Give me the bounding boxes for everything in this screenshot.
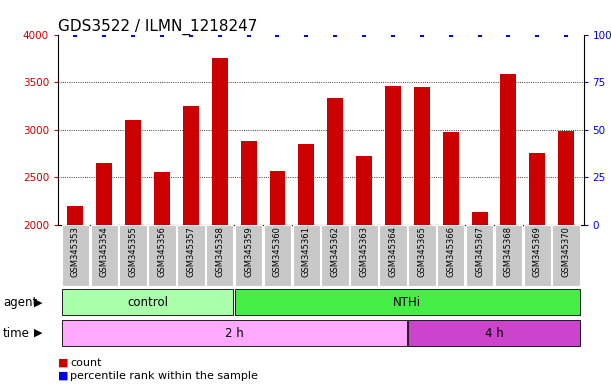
Bar <box>62 290 233 315</box>
Text: GSM345357: GSM345357 <box>186 227 196 277</box>
Text: agent: agent <box>3 296 37 309</box>
Bar <box>183 106 199 225</box>
Bar <box>119 225 147 286</box>
Bar <box>177 225 205 286</box>
Text: GSM345366: GSM345366 <box>446 227 455 278</box>
Text: GSM345365: GSM345365 <box>417 227 426 277</box>
Text: GSM345354: GSM345354 <box>100 227 109 277</box>
Point <box>157 31 167 38</box>
Bar <box>495 225 522 286</box>
Bar <box>293 225 320 286</box>
Point <box>215 31 225 38</box>
Bar <box>529 153 545 225</box>
Bar <box>67 206 83 225</box>
Text: GSM345364: GSM345364 <box>389 227 397 277</box>
Point <box>128 31 138 38</box>
Text: GSM345363: GSM345363 <box>360 227 368 278</box>
Bar <box>408 320 580 346</box>
Bar <box>298 144 314 225</box>
Bar <box>350 225 378 286</box>
Point <box>331 31 340 38</box>
Text: GSM345356: GSM345356 <box>158 227 166 277</box>
Bar <box>97 163 112 225</box>
Text: GSM345368: GSM345368 <box>504 227 513 278</box>
Bar <box>321 225 349 286</box>
Bar <box>524 225 551 286</box>
Point <box>562 31 571 38</box>
Bar <box>206 225 233 286</box>
Text: time: time <box>3 327 30 339</box>
Bar <box>552 225 580 286</box>
Text: GSM345362: GSM345362 <box>331 227 340 277</box>
Bar <box>148 225 176 286</box>
Text: 4 h: 4 h <box>485 327 503 339</box>
Point <box>70 31 80 38</box>
Text: GSM345359: GSM345359 <box>244 227 253 277</box>
Bar <box>443 131 459 225</box>
Bar <box>62 320 407 346</box>
Text: GSM345358: GSM345358 <box>215 227 224 277</box>
Bar <box>264 225 291 286</box>
Point <box>446 31 456 38</box>
Point <box>532 31 542 38</box>
Bar <box>125 120 141 225</box>
Text: GSM345370: GSM345370 <box>562 227 571 277</box>
Text: count: count <box>70 358 102 368</box>
Bar <box>558 131 574 225</box>
Text: percentile rank within the sample: percentile rank within the sample <box>70 371 258 381</box>
Bar <box>472 212 488 225</box>
Bar <box>154 172 170 225</box>
Point <box>388 31 398 38</box>
Bar <box>241 141 257 225</box>
Point <box>100 31 109 38</box>
Bar <box>356 156 372 225</box>
Bar <box>269 171 285 225</box>
Bar <box>379 225 407 286</box>
Bar <box>414 87 430 225</box>
Point <box>417 31 426 38</box>
Text: GDS3522 / ILMN_1218247: GDS3522 / ILMN_1218247 <box>58 18 257 35</box>
Bar <box>62 225 89 286</box>
Bar <box>466 225 493 286</box>
Text: GSM345355: GSM345355 <box>128 227 137 277</box>
Text: GSM345361: GSM345361 <box>302 227 311 277</box>
Point <box>475 31 485 38</box>
Text: GSM345367: GSM345367 <box>475 227 484 278</box>
Bar <box>235 225 262 286</box>
Point <box>503 31 513 38</box>
Bar <box>90 225 118 286</box>
Text: control: control <box>127 296 168 309</box>
Text: GSM345353: GSM345353 <box>71 227 80 277</box>
Text: ▶: ▶ <box>34 297 43 308</box>
Bar <box>235 290 580 315</box>
Text: ■: ■ <box>58 371 68 381</box>
Text: 2 h: 2 h <box>225 327 244 339</box>
Text: ■: ■ <box>58 358 68 368</box>
Bar <box>212 58 228 225</box>
Text: NTHi: NTHi <box>393 296 422 309</box>
Bar <box>437 225 464 286</box>
Bar <box>327 98 343 225</box>
Point <box>186 31 196 38</box>
Bar <box>408 225 436 286</box>
Point <box>244 31 254 38</box>
Point <box>359 31 369 38</box>
Point <box>301 31 311 38</box>
Bar <box>385 86 401 225</box>
Point <box>273 31 282 38</box>
Text: GSM345369: GSM345369 <box>533 227 542 277</box>
Text: ▶: ▶ <box>34 328 43 338</box>
Bar <box>500 74 516 225</box>
Text: GSM345360: GSM345360 <box>273 227 282 277</box>
